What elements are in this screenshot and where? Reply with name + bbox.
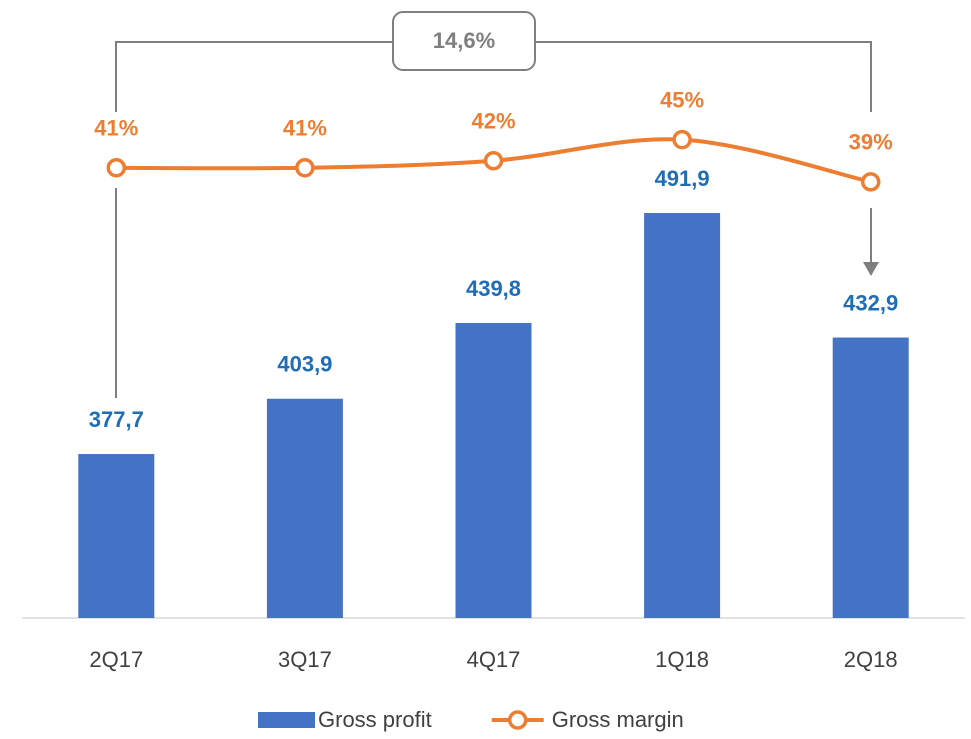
legend-swatch-marker [507,710,528,730]
data-label: 41% [94,116,138,141]
annotation: 14,6% [433,28,495,53]
data-label: 41% [283,116,327,141]
data-label: 432,9 [843,290,898,315]
data-label: 439,8 [466,276,521,301]
x-tick-label: 2Q17 [89,647,143,672]
line-marker [483,151,504,171]
legend-swatch [258,712,315,728]
bar [78,454,155,618]
bar [832,337,909,618]
data-label: 491,9 [655,166,710,191]
line-marker [295,158,315,178]
bar [455,322,532,618]
x-tick-label: 3Q17 [278,647,332,672]
bracket-arrow-head [863,262,879,276]
x-tick-label: 1Q18 [655,647,709,672]
growth-bracket [115,11,872,398]
annotation-box [392,11,536,71]
data-label: 403,9 [277,352,332,377]
line-marker [860,172,881,192]
data-label: 39% [849,130,893,155]
bracket-right [535,41,872,112]
data-label: 45% [660,87,704,112]
bar [266,398,343,618]
line-marker [106,158,127,178]
line-marker [672,129,692,150]
legend-label: Gross margin [552,707,684,732]
bar [644,213,721,618]
legend-label: Gross profit [318,707,432,732]
data-label: 377,7 [89,407,144,432]
legend: Gross profit Gross margin [258,707,684,732]
bracket-left [115,41,393,112]
x-tick-label: 2Q18 [844,647,898,672]
x-tick-label: 4Q17 [467,647,521,672]
data-label: 42% [471,109,515,134]
